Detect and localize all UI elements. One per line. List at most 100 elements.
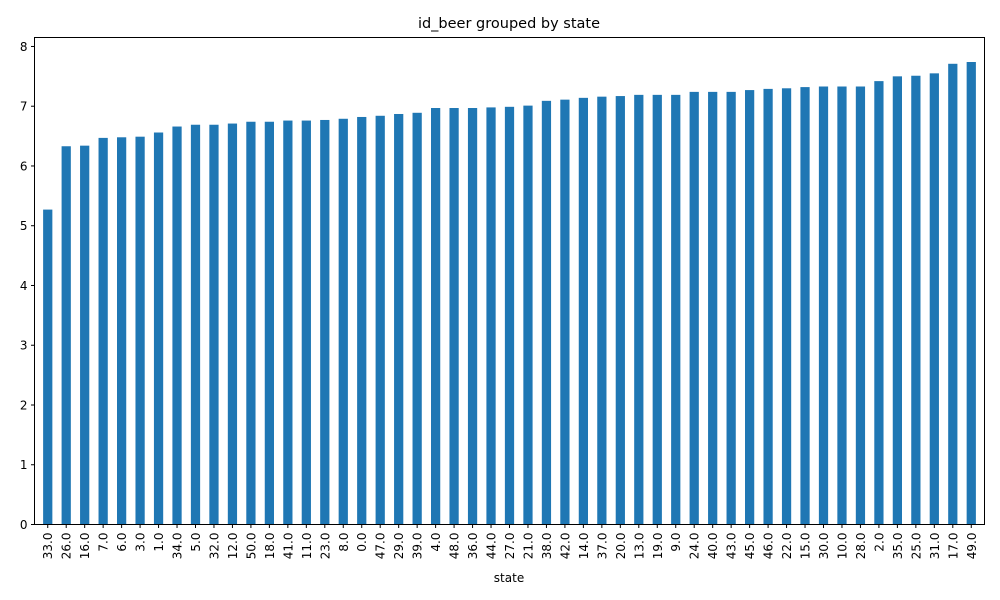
- x-tick-label: 18.0: [263, 533, 277, 560]
- y-tick-label: 5: [20, 219, 28, 233]
- bar-39.0: [412, 112, 422, 525]
- bar-5.0: [190, 124, 201, 525]
- bar-15.0: [800, 87, 810, 525]
- x-tick-label: 11.0: [300, 533, 314, 560]
- x-tick-label: 31.0: [928, 533, 942, 560]
- x-tick-label: 1.0: [152, 533, 166, 552]
- bar-23.0: [320, 119, 330, 525]
- bar-9.0: [671, 94, 681, 525]
- bar-8.0: [338, 118, 348, 525]
- x-tick-label: 40.0: [706, 533, 720, 560]
- x-tick-label: 41.0: [281, 533, 295, 560]
- x-tick-label: 34.0: [171, 533, 185, 560]
- x-tick-label: 10.0: [835, 533, 849, 560]
- bar-49.0: [966, 62, 976, 525]
- bar-24.0: [689, 91, 699, 525]
- bar-28.0: [855, 86, 866, 525]
- bar-19.0: [652, 94, 662, 525]
- x-tick-label: 28.0: [854, 533, 868, 560]
- x-tick-label: 20.0: [614, 533, 628, 560]
- bar-25.0: [911, 75, 921, 525]
- x-tick-label: 29.0: [392, 533, 406, 560]
- x-tick-label: 2.0: [872, 533, 886, 552]
- x-tick-label: 38.0: [540, 533, 554, 560]
- plot-frame: [34, 37, 985, 525]
- y-tick-label: 0: [20, 518, 28, 532]
- x-tick-label: 22.0: [780, 533, 794, 560]
- x-tick-label: 26.0: [60, 533, 74, 560]
- bar-6.0: [117, 137, 127, 525]
- bar-31.0: [929, 73, 939, 525]
- bar-18.0: [264, 121, 274, 525]
- x-tick-label: 37.0: [595, 533, 609, 560]
- bar-12.0: [227, 123, 238, 525]
- bar-1.0: [153, 132, 164, 525]
- bar-0.0: [357, 116, 367, 525]
- bar-20.0: [615, 96, 625, 525]
- y-tick-label: 3: [20, 339, 28, 353]
- y-tick-label: 6: [20, 159, 28, 173]
- x-tick-label: 6.0: [115, 533, 129, 552]
- plot-area: [43, 62, 976, 525]
- bar-35.0: [892, 76, 902, 525]
- bar-7.0: [98, 137, 108, 525]
- bar-2.0: [874, 81, 884, 525]
- x-tick-label: 15.0: [799, 533, 813, 560]
- bar-27.0: [504, 106, 515, 525]
- bar-30.0: [818, 86, 829, 525]
- x-tick-label: 14.0: [577, 533, 591, 560]
- bar-29.0: [394, 113, 404, 525]
- bar-16.0: [80, 145, 90, 525]
- bar-13.0: [634, 94, 644, 525]
- y-tick-label: 4: [20, 279, 28, 293]
- x-tick-label: 17.0: [946, 533, 960, 560]
- x-tick-label: 32.0: [207, 533, 221, 560]
- x-tick-label: 27.0: [503, 533, 517, 560]
- x-tick-label: 12.0: [226, 533, 240, 560]
- bar-48.0: [449, 108, 459, 525]
- bar-37.0: [597, 96, 607, 525]
- x-tick-label: 23.0: [318, 533, 332, 560]
- x-tick-label: 5.0: [189, 533, 203, 552]
- bar-4.0: [431, 108, 441, 525]
- x-tick-label: 21.0: [521, 533, 535, 560]
- bar-3.0: [135, 136, 145, 525]
- x-tick-label: 13.0: [632, 533, 646, 560]
- bar-46.0: [763, 88, 773, 525]
- y-tick-label: 1: [20, 458, 28, 472]
- x-tick-label: 30.0: [817, 533, 831, 560]
- y-tick-label: 7: [20, 100, 28, 114]
- bar-45.0: [745, 90, 755, 525]
- x-tick-label: 3.0: [134, 533, 148, 552]
- chart-title: id_beer grouped by state: [418, 16, 600, 32]
- bar-42.0: [560, 99, 570, 525]
- bar-21.0: [523, 105, 533, 525]
- x-tick-label: 36.0: [466, 533, 480, 560]
- x-tick-label: 0.0: [355, 533, 369, 552]
- bar-41.0: [283, 120, 293, 525]
- bar-47.0: [375, 115, 385, 525]
- x-tick-label: 16.0: [78, 533, 92, 560]
- bar-38.0: [541, 100, 552, 525]
- x-tick-label: 8.0: [337, 533, 351, 552]
- x-tick-label: 39.0: [411, 533, 425, 560]
- bar-43.0: [726, 91, 736, 525]
- x-tick-label: 44.0: [485, 533, 499, 560]
- x-tick-label: 35.0: [891, 533, 905, 560]
- x-tick-label: 49.0: [965, 533, 979, 560]
- x-tick-label: 4.0: [429, 533, 443, 552]
- x-tick-label: 46.0: [762, 533, 776, 560]
- x-tick-label: 19.0: [651, 533, 665, 560]
- x-axis: 33.0 26.0 16.0 7.0 6.0 3.0 1.0 34.0 5.0 32.0 12.0 5…: [41, 524, 979, 560]
- x-tick-label: 7.0: [97, 533, 111, 552]
- bar-40.0: [708, 91, 718, 525]
- bar-44.0: [486, 107, 496, 525]
- bar-17.0: [948, 63, 958, 525]
- bar-34.0: [172, 126, 182, 525]
- x-tick-label: 48.0: [448, 533, 462, 560]
- bar-11.0: [301, 120, 311, 525]
- bar-50.0: [246, 121, 256, 525]
- bar-32.0: [209, 124, 219, 525]
- x-tick-label: 45.0: [743, 533, 757, 560]
